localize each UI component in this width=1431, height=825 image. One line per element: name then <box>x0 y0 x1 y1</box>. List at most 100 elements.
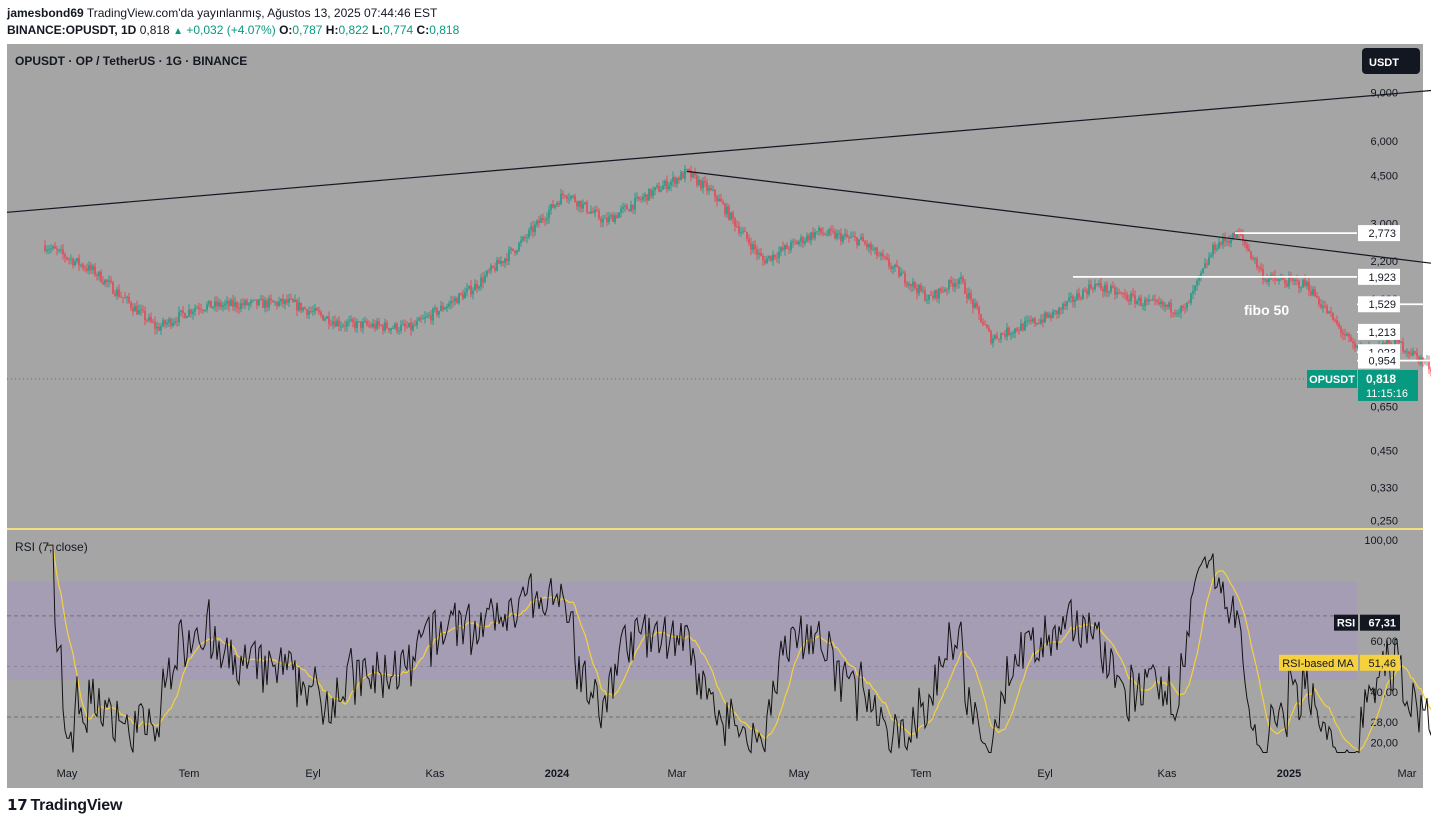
candle <box>126 295 128 304</box>
candle <box>712 185 714 192</box>
close-label: C: <box>416 23 430 37</box>
candle <box>442 302 444 313</box>
candle <box>610 212 612 220</box>
price-pane[interactable] <box>7 44 1423 528</box>
candle <box>498 257 500 264</box>
candle <box>188 304 190 318</box>
candle <box>1226 238 1228 247</box>
candle <box>284 298 286 310</box>
svg-text:OPUSDT: OPUSDT <box>1309 374 1355 386</box>
publish-info: jamesbond69 TradingView.com'da yayınlanm… <box>7 5 437 21</box>
candle <box>746 231 748 242</box>
candle <box>706 178 708 196</box>
candle <box>790 239 792 254</box>
candle <box>330 319 332 327</box>
rsi-value-tag: RSI 67,31 <box>1334 614 1400 631</box>
candle <box>246 298 248 307</box>
candle <box>884 255 886 261</box>
candle <box>728 204 730 221</box>
candle <box>1322 300 1324 313</box>
candle <box>74 258 76 267</box>
candle <box>782 241 784 252</box>
svg-text:1,213: 1,213 <box>1368 327 1396 339</box>
candle <box>386 320 388 330</box>
candle <box>1040 314 1042 325</box>
candle <box>914 280 916 291</box>
candle <box>666 175 668 193</box>
candle <box>596 205 598 213</box>
trend-line[interactable] <box>6 44 1431 213</box>
candle <box>726 203 728 218</box>
candle <box>228 298 230 312</box>
candle <box>910 283 912 293</box>
candle <box>542 213 544 224</box>
candle <box>434 304 436 313</box>
candle <box>1236 230 1238 238</box>
candle <box>172 318 174 328</box>
candle <box>446 303 448 313</box>
candle <box>1108 290 1110 297</box>
candle <box>1098 279 1100 288</box>
candle <box>814 228 816 241</box>
candle <box>198 302 200 316</box>
candle <box>466 283 468 297</box>
candle <box>556 201 558 208</box>
candle <box>290 293 292 301</box>
close-value: 0,818 <box>429 23 460 37</box>
candle <box>854 231 856 242</box>
candle <box>210 300 212 308</box>
rsi-ma-value-tag: RSI-based MA 51,46 <box>1279 654 1400 671</box>
candle <box>1138 295 1140 307</box>
candle <box>736 220 738 228</box>
candle <box>266 298 268 312</box>
candle <box>142 305 144 314</box>
candle <box>562 190 564 200</box>
candle <box>382 323 384 335</box>
candle <box>1408 350 1410 359</box>
trend-line[interactable] <box>686 170 1431 418</box>
candle <box>388 328 390 334</box>
candle <box>704 175 706 188</box>
candle <box>372 318 374 329</box>
candle <box>1122 292 1124 299</box>
rsi-tick-label: 28,00 <box>1370 717 1398 729</box>
candle <box>976 300 978 310</box>
candle <box>310 306 312 314</box>
candle <box>984 320 986 326</box>
currency-button[interactable]: USDT <box>1362 48 1420 74</box>
candle <box>298 296 300 313</box>
candle <box>918 283 920 297</box>
candle <box>1016 326 1018 333</box>
candle <box>1412 347 1414 357</box>
tradingview-brand[interactable]: 𝟭𝟳 TradingView <box>7 796 122 815</box>
candle <box>880 251 882 261</box>
candle <box>680 170 682 181</box>
candle <box>1180 305 1182 319</box>
candle <box>414 319 416 327</box>
price-tick-label: 9,000 <box>1370 87 1398 99</box>
candle <box>760 247 762 257</box>
candle <box>306 308 308 319</box>
candle <box>968 287 970 301</box>
candle <box>102 276 104 286</box>
candle <box>850 231 852 239</box>
candle <box>1340 325 1342 338</box>
candle <box>304 306 306 310</box>
candle <box>820 227 822 236</box>
candle <box>846 229 848 239</box>
candle <box>896 259 898 268</box>
candle <box>448 300 450 309</box>
candle <box>98 271 100 281</box>
candle <box>134 303 136 312</box>
candle <box>972 298 974 314</box>
candle <box>1354 339 1356 352</box>
candle <box>928 294 930 305</box>
candle <box>184 312 186 319</box>
symbol-name[interactable]: BINANCE:OPUSDT, 1D <box>7 23 137 37</box>
author[interactable]: jamesbond69 <box>7 6 84 20</box>
candle <box>558 200 560 208</box>
level-price-label: 1,529 <box>1358 296 1400 313</box>
candle <box>604 214 606 219</box>
candle <box>1022 322 1024 332</box>
